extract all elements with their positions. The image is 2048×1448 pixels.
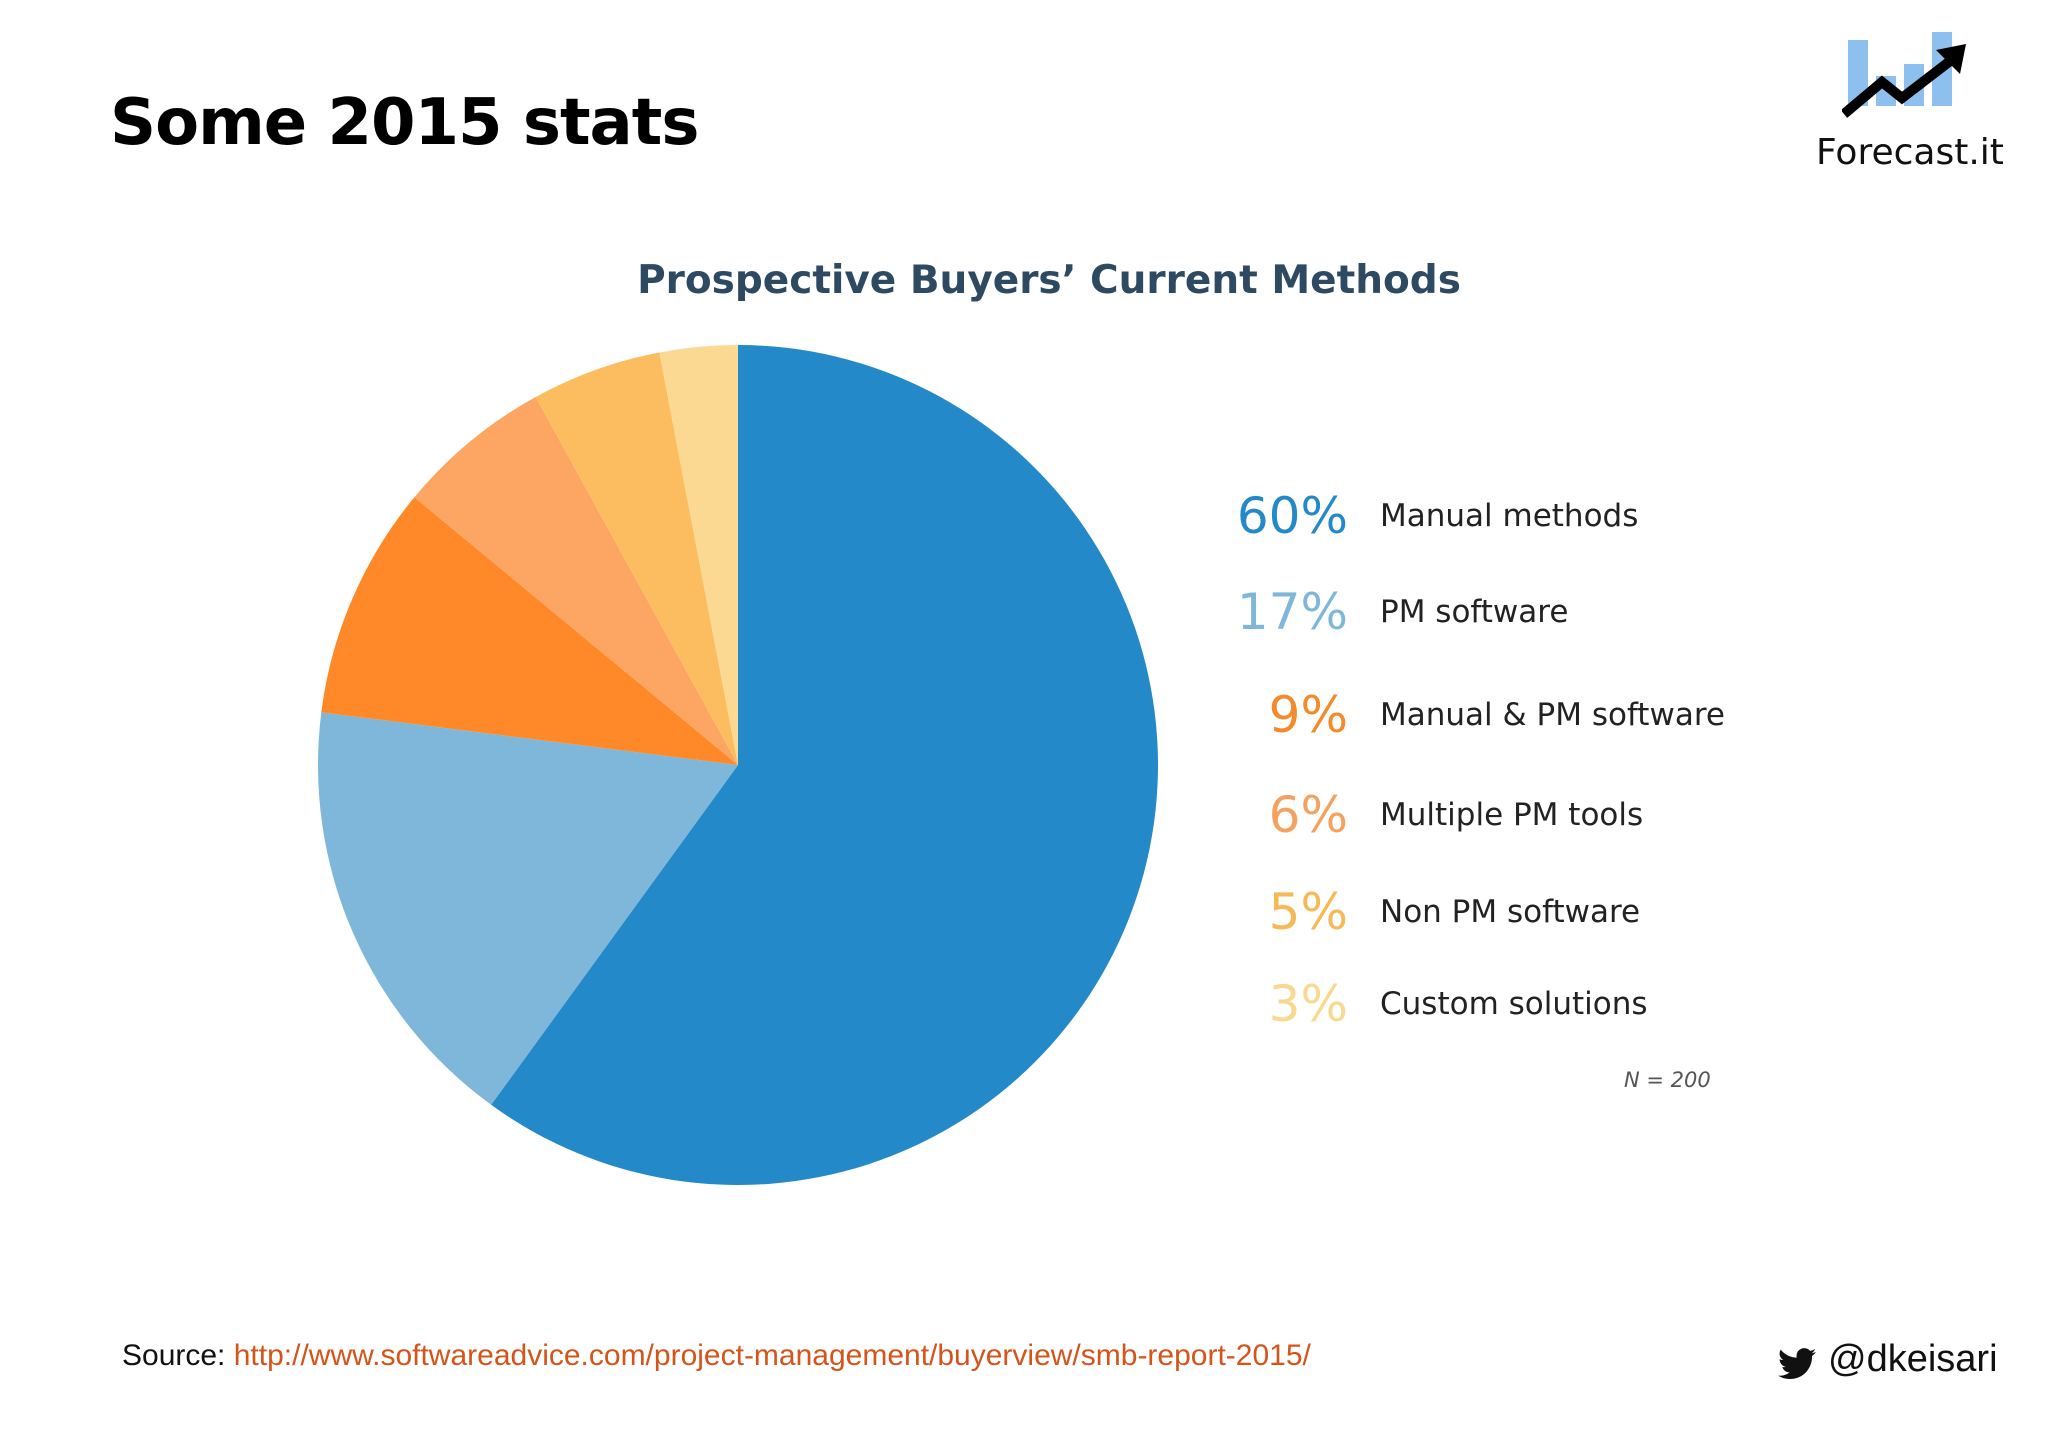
legend-value: 3% — [1268, 975, 1348, 1033]
source-prefix: Source: — [122, 1339, 234, 1372]
legend-item: 6% Multiple PM tools — [1180, 783, 1780, 847]
legend-label: Custom solutions — [1380, 986, 1648, 1022]
legend-item: 60% Manual methods — [1180, 484, 1780, 548]
pie-slice-manual-pm-software — [321, 497, 738, 765]
legend-item: 5% Non PM software — [1180, 880, 1780, 944]
forecast-logo[interactable]: Forecast.it — [1800, 24, 2020, 184]
legend-value: 60% — [1236, 487, 1348, 545]
legend-value: 5% — [1268, 883, 1348, 941]
pie-slice-manual-methods — [491, 345, 1158, 1185]
slide-title: Some 2015 stats — [110, 86, 699, 160]
twitter-handle: @dkeisari — [1828, 1338, 1998, 1380]
legend-label: Manual methods — [1380, 498, 1639, 534]
legend-label: Non PM software — [1380, 894, 1641, 930]
legend-value: 9% — [1268, 686, 1348, 744]
legend-label: Multiple PM tools — [1380, 797, 1644, 833]
legend-value: 6% — [1268, 786, 1348, 844]
legend-label: PM software — [1380, 594, 1569, 630]
pie-slice-pm-software — [317, 712, 738, 1105]
chart-trend-arrow-icon — [1842, 32, 1966, 118]
pie-slice-custom-solutions — [659, 345, 738, 765]
legend-label: Manual & PM software — [1380, 697, 1725, 733]
legend-item: 9% Manual & PM software — [1180, 683, 1780, 747]
source-link[interactable]: http://www.softwareadvice.com/project-ma… — [233, 1339, 1311, 1372]
source-citation: Source: http://www.softwareadvice.com/pr… — [122, 1339, 1311, 1373]
logo-text: Forecast.it — [1816, 132, 2004, 173]
twitter-bird-icon — [1778, 1348, 1816, 1380]
legend-value: 17% — [1236, 583, 1348, 641]
pie-slice-non-pm-software — [535, 352, 738, 765]
pie-slice-multiple-pm-tools — [414, 396, 738, 765]
legend-item: 17% PM software — [1180, 580, 1780, 644]
sample-size-note: N = 200 — [1624, 1068, 1711, 1092]
legend-item: 3% Custom solutions — [1180, 972, 1780, 1036]
chart-title: Prospective Buyers’ Current Methods — [637, 258, 1461, 303]
